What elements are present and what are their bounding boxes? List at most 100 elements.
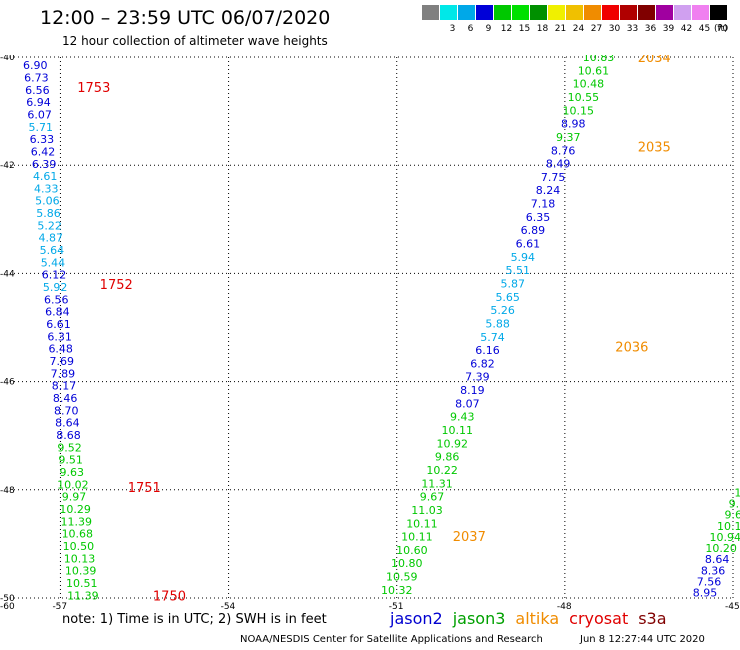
wave-height-value: 5.71	[29, 121, 54, 134]
scale-swatch	[638, 5, 655, 20]
page-title: 12:00 – 23:59 UTC 06/07/2020	[40, 7, 331, 29]
lon-tick-label: -48	[557, 602, 572, 610]
lat-lon-grid: -40 -42 -44 -46 -48 -50 -57 -54 -51 -48 -45 -60	[0, 55, 740, 610]
wave-height-value: 6.82	[470, 357, 495, 370]
scale-swatch	[602, 5, 619, 20]
wave-height-value: 8.70	[54, 404, 79, 417]
legend-satellite: altika	[515, 609, 560, 628]
scale-swatch	[548, 5, 565, 20]
wave-height-value: 4.61	[33, 170, 58, 183]
wave-height-value: 6.90	[23, 59, 48, 72]
wave-height-value: 7.39	[465, 371, 490, 384]
wave-height-value: 10.1	[717, 520, 740, 533]
wave-height-value: 10.68	[62, 528, 94, 541]
wave-height-value: 7.69	[50, 355, 75, 368]
wave-height-value: 10.50	[63, 540, 95, 553]
wave-height-value: 10.11	[406, 517, 438, 530]
wave-height-value: 8.49	[546, 158, 571, 171]
pass-number: 2034	[638, 55, 671, 66]
wave-height-value: 5.92	[43, 281, 68, 294]
wave-height-value: 10.02	[57, 478, 89, 491]
wave-height-value: 8.19	[460, 384, 485, 397]
scale-tick-label: 39	[662, 24, 675, 34]
scale-tick-label: 3	[449, 24, 456, 34]
lat-tick-label: -44	[0, 269, 15, 279]
wave-height-value: 6.33	[30, 133, 55, 146]
scale-tick-label: 21	[554, 24, 567, 34]
wave-height-value: 6.42	[31, 145, 56, 158]
wave-height-value: 5.44	[41, 256, 66, 269]
pass-number: 1752	[100, 278, 133, 293]
wave-height-value: 6.48	[48, 343, 73, 356]
scale-tick-label: 9	[485, 24, 492, 34]
scale-swatch	[620, 5, 637, 20]
wave-height-value: 5.94	[511, 251, 536, 264]
wave-height-value: 10.15	[563, 104, 595, 117]
wave-height-value: 6.84	[45, 306, 70, 319]
scale-tick-label: 12	[500, 24, 513, 34]
wave-height-value: 10.29	[59, 503, 91, 516]
wave-height-value: 6.56	[44, 293, 69, 306]
wave-height-value: 7.18	[531, 198, 556, 211]
wave-height-value: 4.87	[38, 232, 63, 245]
wave-height-value: 9.7	[729, 498, 740, 511]
scale-swatch	[566, 5, 583, 20]
scale-swatch	[692, 5, 709, 20]
legend-satellite: cryosat	[569, 609, 629, 628]
lon-tick-label: -57	[52, 602, 67, 610]
wave-height-value: 5.65	[495, 291, 520, 304]
wave-height-value: 10.59	[386, 571, 418, 584]
wave-height-value: 8.36	[701, 564, 726, 577]
scale-swatch	[530, 5, 547, 20]
wave-height-value: 10.83	[583, 55, 615, 64]
wave-height-value: 8.64	[705, 553, 730, 566]
wave-height-value: 6.12	[42, 269, 67, 282]
scale-tick-label: 36	[644, 24, 657, 34]
wave-height-value: 10.13	[64, 552, 96, 565]
wave-height-value: 10.20	[705, 542, 737, 555]
wave-height-value: 8.64	[55, 417, 80, 430]
wave-height-value: 9.37	[556, 131, 581, 144]
wave-height-value: 10.39	[65, 565, 97, 578]
wave-height-value: 6.39	[32, 158, 57, 171]
wave-height-value: 8.76	[551, 144, 576, 157]
color-scale: 3 6 9 12 15 18 21 24 27 30 33 36 39 42 45 70 (ft)	[422, 5, 732, 35]
scale-swatch	[584, 5, 601, 20]
wave-height-value: 11.03	[411, 504, 443, 517]
scale-swatch	[674, 5, 691, 20]
wave-height-observations: 6.906.736.566.946.075.716.336.426.394.61…	[23, 55, 740, 602]
scale-tick-label: 45	[698, 24, 711, 34]
scale-swatch	[512, 5, 529, 20]
credit-line: NOAA/NESDIS Center for Satellite Applica…	[240, 634, 543, 645]
wave-height-value: 6.35	[526, 211, 551, 224]
pass-number: 1750	[153, 589, 186, 604]
wave-height-value: 10.51	[66, 577, 98, 590]
wave-height-value: 10.60	[396, 544, 428, 557]
scale-tick-label: 6	[467, 24, 474, 34]
wave-height-value: 10.11	[442, 424, 474, 437]
wave-height-value: 6.31	[47, 330, 72, 343]
legend-satellite: jason2	[390, 609, 443, 628]
wave-height-value: 8.07	[455, 397, 480, 410]
wave-height-value: 5.88	[485, 317, 510, 330]
wave-height-value: 9.43	[450, 411, 475, 424]
scale-swatch	[476, 5, 493, 20]
wave-height-value: 6.94	[26, 96, 51, 109]
wave-height-value: 6.16	[475, 344, 500, 357]
wave-height-value: 5.51	[506, 264, 531, 277]
satellite-legend: jason2 jason3 altika cryosat s3a	[390, 609, 677, 628]
corner-tick-label: -60	[0, 602, 15, 610]
wave-height-value: 5.22	[37, 219, 62, 232]
scale-unit: (ft)	[714, 24, 728, 34]
wave-height-value: 10	[734, 487, 740, 500]
wave-height-value: 8.98	[561, 118, 586, 131]
scale-tick-label: 24	[572, 24, 585, 34]
wave-height-value: 5.06	[35, 195, 60, 208]
wave-height-value: 7.56	[697, 575, 722, 588]
units-note: note: 1) Time is in UTC; 2) SWH is in fe…	[62, 612, 327, 627]
lon-tick-label: -45	[725, 602, 740, 610]
wave-height-value: 5.26	[490, 304, 515, 317]
scale-tick-label: 30	[608, 24, 621, 34]
lat-tick-label: -42	[0, 161, 15, 171]
scale-swatch	[422, 5, 439, 20]
